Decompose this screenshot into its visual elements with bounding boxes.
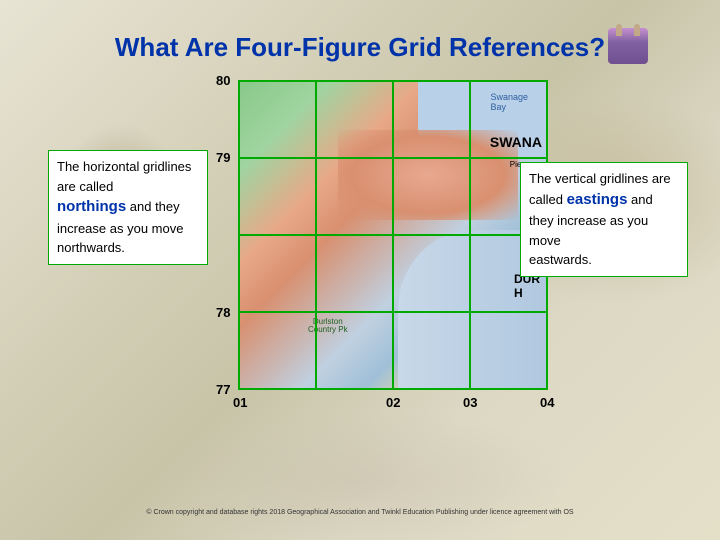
- northings-box: The horizontal gridlines are called nort…: [48, 150, 208, 265]
- hands-icon: [608, 28, 648, 64]
- grid-xlabel: 04: [540, 395, 554, 410]
- text-span: and they: [126, 199, 180, 214]
- grid-ylabel: 78: [216, 305, 230, 320]
- map-label-park: Durlston Country Pk: [308, 318, 348, 334]
- map-label-town: SWANA: [490, 134, 542, 150]
- map-grid: Swanage Bay SWANA Pier Durlston Country …: [238, 80, 548, 390]
- grid-xlabel: 01: [233, 395, 247, 410]
- grid-ylabel: 80: [216, 73, 230, 88]
- text-line: The vertical gridlines are: [529, 169, 679, 189]
- map-label-bay: Swanage Bay: [490, 92, 528, 112]
- grid-ylabel: 77: [216, 382, 230, 397]
- text-span: called: [529, 192, 567, 207]
- grid-hline: [238, 157, 548, 159]
- text-line: northings and they: [57, 196, 199, 219]
- grid-hline: [238, 388, 548, 390]
- grid-hline: [238, 311, 548, 313]
- text-line: increase as you move: [57, 219, 199, 239]
- text-span: and: [627, 192, 652, 207]
- copyright-text: © Crown copyright and database rights 20…: [0, 509, 720, 516]
- text-line: are called: [57, 177, 199, 197]
- keyword-eastings: eastings: [567, 191, 628, 208]
- text-line: called eastings and: [529, 189, 679, 212]
- text-line: eastwards.: [529, 250, 679, 270]
- text-line: northwards.: [57, 238, 199, 258]
- grid-xlabel: 02: [386, 395, 400, 410]
- grid-hline: [238, 80, 548, 82]
- grid-hline: [238, 234, 548, 236]
- text-line: The horizontal gridlines: [57, 157, 199, 177]
- grid-ylabel: 79: [216, 150, 230, 165]
- keyword-northings: northings: [57, 198, 126, 215]
- eastings-box: The vertical gridlines are called eastin…: [520, 162, 688, 277]
- text-line: they increase as you move: [529, 211, 679, 250]
- grid-xlabel: 03: [463, 395, 477, 410]
